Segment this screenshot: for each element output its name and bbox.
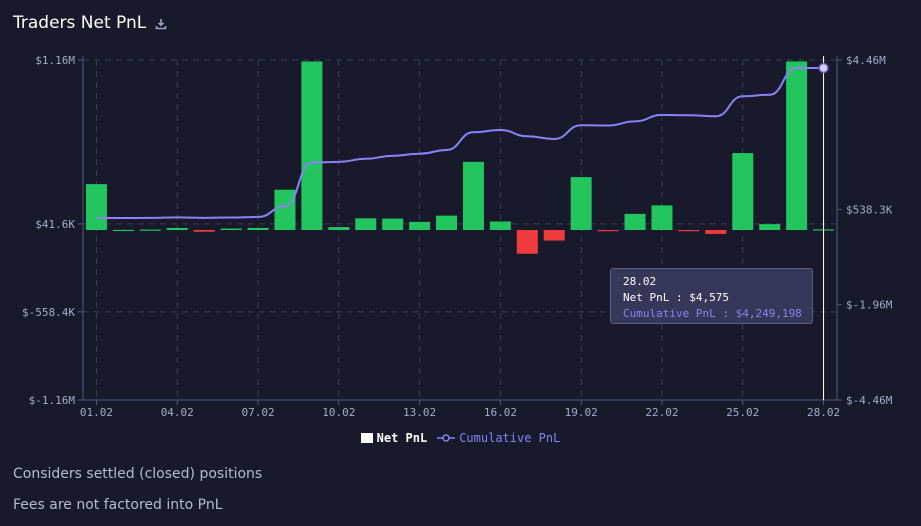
x-tick-label: 19.02 xyxy=(565,406,598,419)
net-pnl-bar xyxy=(597,230,619,232)
tooltip-net-pnl: Net PnL : $4,575 xyxy=(623,291,729,304)
net-pnl-bars xyxy=(85,61,835,254)
x-tick-label: 10.02 xyxy=(322,406,355,419)
net-pnl-bar xyxy=(247,227,269,230)
download-icon[interactable] xyxy=(154,16,168,30)
y-right-tick-label: $4.46M xyxy=(846,54,886,67)
legend-swatch-cumulative-pnl xyxy=(437,434,456,442)
net-pnl-bar xyxy=(570,177,592,230)
x-tick-label: 01.02 xyxy=(80,406,113,419)
y-right-tick-label: $-1.96M xyxy=(846,299,893,312)
net-pnl-bar xyxy=(274,189,296,230)
net-pnl-bar xyxy=(759,224,781,230)
net-pnl-bar xyxy=(462,161,484,230)
x-tick-label: 07.02 xyxy=(241,406,274,419)
x-tick-label: 13.02 xyxy=(403,406,436,419)
chart-legend: Net PnL Cumulative PnL xyxy=(0,431,921,445)
legend-item-cumulative-pnl[interactable]: Cumulative PnL xyxy=(437,431,560,445)
net-pnl-bar xyxy=(139,229,161,231)
y-left-tick-label: $41.6K xyxy=(35,218,75,231)
net-pnl-bar xyxy=(301,61,323,231)
net-pnl-bar xyxy=(624,213,646,230)
net-pnl-bar xyxy=(193,230,215,232)
y-right-tick-label: $538.3K xyxy=(846,203,893,216)
legend-swatch-net-pnl xyxy=(360,433,373,443)
chart-header: Traders Net PnL xyxy=(13,13,168,33)
x-tick-label: 28.02 xyxy=(807,406,840,419)
net-pnl-bar xyxy=(166,227,188,230)
net-pnl-bar xyxy=(705,230,727,234)
net-pnl-bar xyxy=(112,229,134,232)
x-tick-label: 22.02 xyxy=(645,406,678,419)
axes: $1.16M $41.6K $-558.4K $-1.16M $4.46M $538.3K… xyxy=(22,54,893,419)
x-tick-label: 25.02 xyxy=(726,406,759,419)
hover-point xyxy=(818,62,829,74)
tooltip-date: 28.02 xyxy=(623,275,657,288)
y-left-tick-label: $-1.16M xyxy=(29,394,76,407)
hover-marker xyxy=(818,56,829,400)
net-pnl-bar xyxy=(516,230,538,254)
net-pnl-bar xyxy=(436,215,458,230)
note-settled-positions: Considers settled (closed) positions xyxy=(13,466,263,482)
net-pnl-bar xyxy=(543,230,565,241)
net-pnl-bar xyxy=(409,221,431,230)
y-right-tick-label: $-4.46M xyxy=(846,394,893,407)
net-pnl-bar xyxy=(85,184,107,230)
net-pnl-bar xyxy=(220,228,242,230)
net-pnl-bar xyxy=(328,227,350,230)
chart-title: Traders Net PnL xyxy=(13,13,147,33)
net-pnl-bar xyxy=(651,205,673,230)
x-tick-label: 16.02 xyxy=(484,406,517,419)
tooltip-cumulative-pnl: Cumulative PnL : $4,249,198 xyxy=(623,307,802,320)
net-pnl-bar xyxy=(355,218,377,230)
chart-tooltip: 28.02 Net PnL : $4,575 Cumulative PnL : … xyxy=(610,268,813,324)
cumulative-pnl-line xyxy=(96,67,824,220)
legend-label-net-pnl: Net PnL xyxy=(376,431,428,445)
cumulative-pnl-path xyxy=(96,67,824,220)
y-left-tick-label: $1.16M xyxy=(35,54,75,67)
net-pnl-bar xyxy=(678,230,700,232)
net-pnl-bar xyxy=(382,218,404,230)
x-tick-label: 04.02 xyxy=(161,406,194,419)
y-left-tick-label: $-558.4K xyxy=(22,306,75,319)
net-pnl-bar xyxy=(786,61,808,231)
net-pnl-bar xyxy=(732,153,754,230)
legend-label-cumulative-pnl: Cumulative PnL xyxy=(459,431,561,445)
net-pnl-bar xyxy=(489,221,511,230)
legend-item-net-pnl[interactable]: Net PnL xyxy=(360,431,428,445)
note-fees: Fees are not factored into PnL xyxy=(13,497,223,513)
